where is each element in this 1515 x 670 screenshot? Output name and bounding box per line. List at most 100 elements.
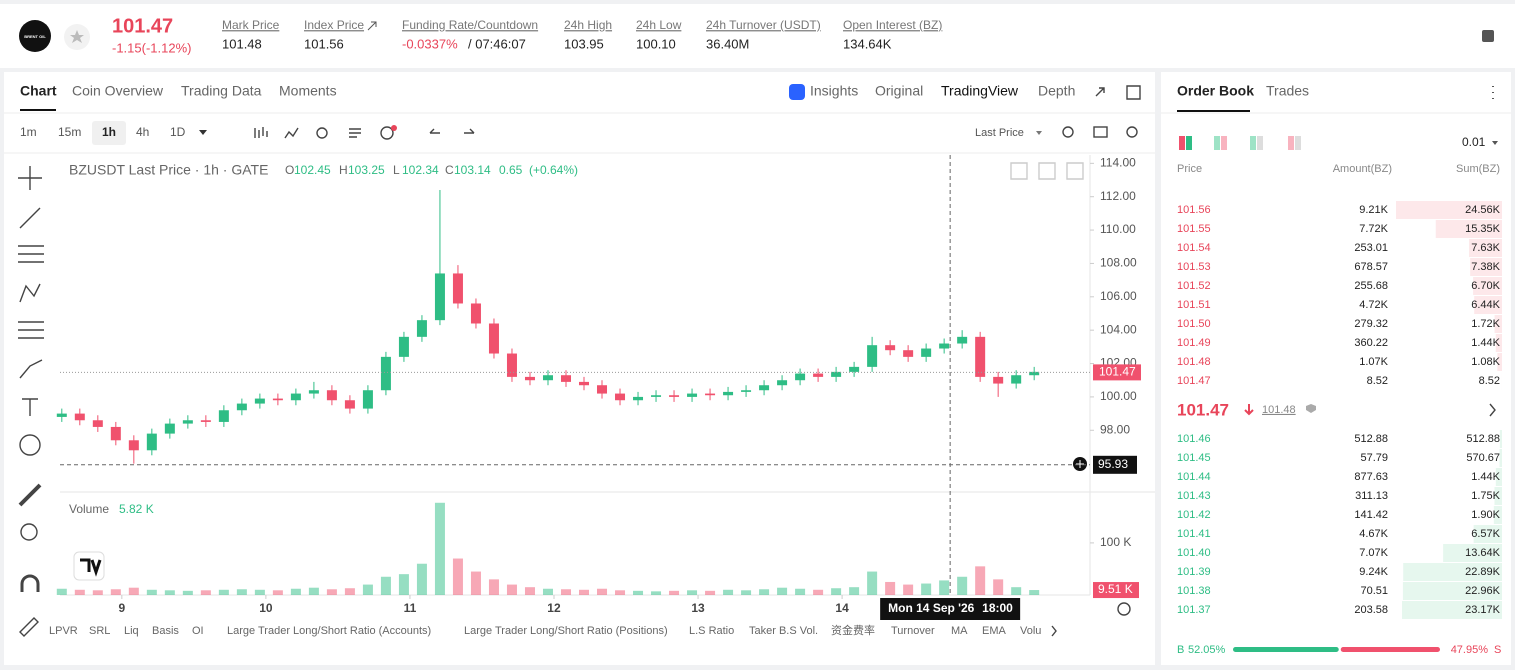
view-tab[interactable]: TradingView bbox=[941, 83, 1019, 99]
indicator-tab[interactable]: Liq bbox=[124, 625, 139, 637]
volume-bar bbox=[524, 587, 535, 595]
precision[interactable]: 0.01 bbox=[1462, 135, 1486, 149]
book-amount: 311.13 bbox=[1355, 490, 1388, 502]
magnet-tool[interactable] bbox=[20, 574, 40, 592]
book-mode[interactable] bbox=[1295, 136, 1301, 150]
view-tab[interactable]: Insights bbox=[810, 83, 858, 99]
indicator-tab[interactable]: OI bbox=[192, 625, 204, 637]
projection-tool[interactable] bbox=[18, 321, 44, 339]
book-mode[interactable] bbox=[1288, 136, 1294, 150]
indicator-tab[interactable]: Volu bbox=[1020, 625, 1041, 637]
interval[interactable]: 4h bbox=[136, 125, 149, 139]
indicator-tab[interactable]: Basis bbox=[152, 625, 179, 637]
volume-bar bbox=[344, 588, 355, 595]
book-mode[interactable] bbox=[1186, 136, 1192, 150]
pattern-tool[interactable] bbox=[19, 283, 41, 303]
volume-bar bbox=[1011, 587, 1022, 595]
interval[interactable]: 1D bbox=[170, 125, 186, 139]
indicator-icon[interactable] bbox=[284, 127, 299, 139]
expand-icons[interactable] bbox=[1095, 85, 1141, 100]
indicator-tab[interactable]: Taker B.S Vol. bbox=[749, 625, 818, 637]
book-sum: 7.38K bbox=[1471, 261, 1500, 273]
volume-bar bbox=[110, 589, 121, 595]
ruler-tool[interactable] bbox=[18, 483, 42, 507]
tab[interactable]: Moments bbox=[279, 83, 337, 99]
search-icon[interactable] bbox=[1062, 126, 1074, 138]
tab[interactable]: Chart bbox=[20, 83, 57, 99]
settings-icon[interactable] bbox=[1126, 126, 1138, 138]
book-mode[interactable] bbox=[1257, 136, 1263, 150]
candle-body bbox=[669, 395, 680, 397]
indicator-tab[interactable]: SRL bbox=[89, 625, 110, 637]
book-sum: 1.44K bbox=[1471, 337, 1500, 349]
book-mode[interactable] bbox=[1214, 136, 1220, 150]
candles-icon[interactable] bbox=[254, 127, 268, 138]
candle-body bbox=[903, 350, 914, 357]
candle-body bbox=[308, 390, 319, 394]
volume-bar bbox=[831, 588, 842, 595]
interval[interactable]: 1h bbox=[102, 125, 116, 139]
book-mode[interactable] bbox=[1221, 136, 1227, 150]
book-mode[interactable] bbox=[1179, 136, 1185, 150]
crosshair-tool[interactable] bbox=[18, 166, 42, 190]
line-tool[interactable] bbox=[19, 207, 41, 229]
template-icon[interactable] bbox=[349, 128, 361, 138]
volume-bar bbox=[380, 576, 391, 595]
candle-body bbox=[560, 375, 571, 382]
price-mode[interactable]: Last Price bbox=[975, 127, 1024, 139]
candle-body bbox=[524, 376, 535, 381]
depth-bar bbox=[1499, 449, 1502, 467]
volume-bar bbox=[939, 580, 950, 595]
interval[interactable]: 1m bbox=[20, 125, 37, 139]
chart-buttons[interactable] bbox=[1010, 162, 1084, 180]
indicator-tab[interactable]: MA bbox=[951, 625, 968, 637]
emoji-tool[interactable] bbox=[19, 434, 41, 456]
volume-bar bbox=[579, 589, 590, 595]
book-mode[interactable] bbox=[1250, 136, 1256, 150]
interval[interactable]: 15m bbox=[58, 125, 81, 139]
ohlc-key: L bbox=[393, 163, 400, 177]
depth-bar bbox=[1474, 296, 1502, 314]
indicator-tab[interactable]: EMA bbox=[982, 625, 1007, 637]
zoom-tool[interactable] bbox=[20, 523, 38, 541]
indicator-tab[interactable]: 资金费率 bbox=[831, 623, 875, 637]
book-tab[interactable]: Order Book bbox=[1177, 83, 1254, 99]
volume-bar bbox=[362, 584, 373, 595]
undo-redo[interactable] bbox=[429, 128, 475, 134]
camera-icon[interactable] bbox=[1093, 126, 1108, 138]
candle-body bbox=[272, 398, 283, 401]
text-tool[interactable] bbox=[22, 398, 38, 416]
candle-body bbox=[795, 373, 806, 381]
volume-bar bbox=[633, 590, 644, 595]
axis-settings[interactable] bbox=[1117, 602, 1131, 616]
book-price: 101.40 bbox=[1177, 547, 1211, 559]
add-icon[interactable] bbox=[380, 126, 394, 140]
replay-icon[interactable] bbox=[316, 127, 328, 139]
volume-bar bbox=[669, 590, 680, 595]
indicator-tab[interactable]: Large Trader Long/Short Ratio (Positions… bbox=[464, 625, 668, 637]
chevron[interactable] bbox=[1051, 403, 1496, 637]
layout-icon[interactable] bbox=[1482, 30, 1494, 42]
x-tick-label: 10 bbox=[259, 601, 273, 615]
indicator-tab[interactable]: Large Trader Long/Short Ratio (Accounts) bbox=[227, 625, 431, 637]
crosshair-price: 95.93 bbox=[1098, 457, 1128, 471]
fib-tool[interactable] bbox=[18, 245, 44, 263]
book-sum: 22.89K bbox=[1465, 566, 1501, 578]
indicator-tab[interactable]: L.S Ratio bbox=[689, 625, 734, 637]
tab[interactable]: Trading Data bbox=[181, 83, 262, 99]
volume-bar bbox=[146, 589, 157, 595]
ohlc-value: 103.14 bbox=[454, 163, 491, 177]
book-tab[interactable]: Trades bbox=[1266, 83, 1309, 99]
indicator-tab[interactable]: Turnover bbox=[891, 625, 935, 637]
book-sum: 1.44K bbox=[1471, 471, 1500, 483]
brush-tool[interactable] bbox=[19, 359, 43, 379]
depth-bar bbox=[1494, 487, 1502, 505]
indicator-tab[interactable]: LPVR bbox=[49, 625, 78, 637]
volume-bar bbox=[759, 589, 770, 595]
dropdown[interactable] bbox=[199, 130, 207, 135]
candle-body bbox=[254, 398, 265, 404]
tab[interactable]: Coin Overview bbox=[72, 83, 164, 99]
view-tab[interactable]: Original bbox=[875, 83, 923, 99]
lock-tool[interactable] bbox=[19, 617, 39, 637]
view-tab[interactable]: Depth bbox=[1038, 83, 1075, 99]
